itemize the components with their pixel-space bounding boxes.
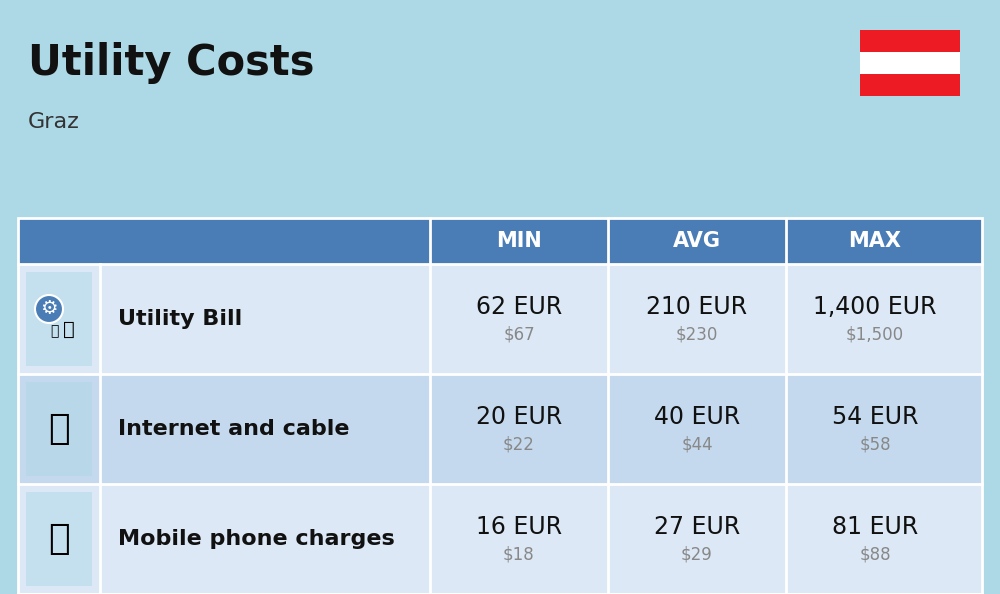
Text: 20 EUR: 20 EUR — [476, 405, 562, 429]
Text: $230: $230 — [676, 326, 718, 344]
Text: 210 EUR: 210 EUR — [646, 295, 748, 319]
Text: 📡: 📡 — [48, 412, 70, 446]
Circle shape — [35, 295, 63, 323]
Bar — [18, 264, 982, 374]
Text: $67: $67 — [503, 326, 535, 344]
Text: $88: $88 — [859, 546, 891, 564]
Text: Graz: Graz — [28, 112, 80, 132]
Text: ⚙: ⚙ — [40, 299, 58, 318]
Bar — [26, 492, 92, 586]
Text: 54 EUR: 54 EUR — [832, 405, 918, 429]
Text: $1,500: $1,500 — [846, 326, 904, 344]
Bar — [26, 382, 92, 476]
Text: 📱: 📱 — [48, 522, 70, 556]
Text: 40 EUR: 40 EUR — [654, 405, 740, 429]
Text: Mobile phone charges: Mobile phone charges — [118, 529, 395, 549]
Text: $29: $29 — [681, 546, 713, 564]
Bar — [18, 484, 982, 594]
Text: $22: $22 — [503, 436, 535, 454]
Text: 81 EUR: 81 EUR — [832, 515, 918, 539]
Text: MAX: MAX — [848, 231, 902, 251]
Bar — [18, 218, 982, 264]
Text: $44: $44 — [681, 436, 713, 454]
Bar — [26, 272, 92, 366]
Text: $58: $58 — [859, 436, 891, 454]
Text: 16 EUR: 16 EUR — [476, 515, 562, 539]
Bar — [18, 374, 982, 484]
Bar — [18, 218, 982, 594]
Text: Utility Costs: Utility Costs — [28, 42, 314, 84]
Text: $18: $18 — [503, 546, 535, 564]
Bar — [860, 74, 960, 96]
Bar — [860, 30, 960, 52]
Text: 💡: 💡 — [50, 324, 58, 338]
Text: AVG: AVG — [673, 231, 721, 251]
Text: 62 EUR: 62 EUR — [476, 295, 562, 319]
Text: 27 EUR: 27 EUR — [654, 515, 740, 539]
Text: 1,400 EUR: 1,400 EUR — [813, 295, 937, 319]
Text: 🔌: 🔌 — [63, 320, 75, 339]
Text: Internet and cable: Internet and cable — [118, 419, 350, 439]
Text: MIN: MIN — [496, 231, 542, 251]
Bar — [860, 52, 960, 74]
Text: Utility Bill: Utility Bill — [118, 309, 242, 329]
